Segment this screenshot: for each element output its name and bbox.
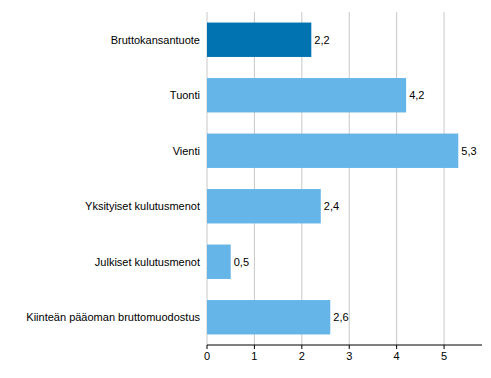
tick-mark (444, 345, 445, 349)
tick-label: 2 (299, 350, 305, 362)
data-label: 2,4 (324, 200, 339, 212)
x-axis-line (207, 345, 482, 346)
grid-line (349, 12, 350, 345)
tick-mark (396, 345, 397, 349)
bar (207, 23, 311, 57)
grid-line (254, 12, 255, 345)
data-label: 4,2 (409, 89, 424, 101)
tick-mark (254, 345, 255, 349)
data-label: 2,6 (333, 311, 348, 323)
bar (207, 300, 330, 334)
category-label: Yksityiset kulutusmenot (85, 200, 200, 212)
data-label: 5,3 (461, 145, 476, 157)
data-label: 2,2 (314, 34, 329, 46)
tick-label: 0 (204, 350, 210, 362)
bars (207, 23, 458, 335)
category-label: Kiinteän pääoman bruttomuodostus (26, 311, 200, 323)
category-label: Vienti (173, 145, 200, 157)
bar (207, 134, 458, 168)
bar (207, 189, 321, 223)
grid-line (444, 12, 445, 345)
bar (207, 78, 406, 112)
tick-label: 5 (441, 350, 447, 362)
grid-line (207, 12, 208, 345)
tick-mark (349, 345, 350, 349)
chart-svg: 0 1 2 3 4 5 Bruttokansantuote 2,2 Tuonti 4,2 Vient… (0, 0, 491, 378)
chart-root: 0 1 2 3 4 5 Bruttokansantuote 2,2 Tuonti 4,2 Vient… (0, 0, 491, 378)
category-label: Bruttokansantuote (111, 34, 200, 46)
tick-label: 4 (394, 350, 400, 362)
category-label: Julkiset kulutusmenot (95, 256, 200, 268)
category-label: Tuonti (170, 89, 200, 101)
tick-label: 3 (346, 350, 352, 362)
tick-label: 1 (251, 350, 257, 362)
tick-mark (207, 345, 208, 349)
data-label: 0,5 (234, 256, 249, 268)
bar (207, 245, 231, 279)
tick-mark (301, 345, 302, 349)
grid-line (396, 12, 397, 345)
grid-line (301, 12, 302, 345)
